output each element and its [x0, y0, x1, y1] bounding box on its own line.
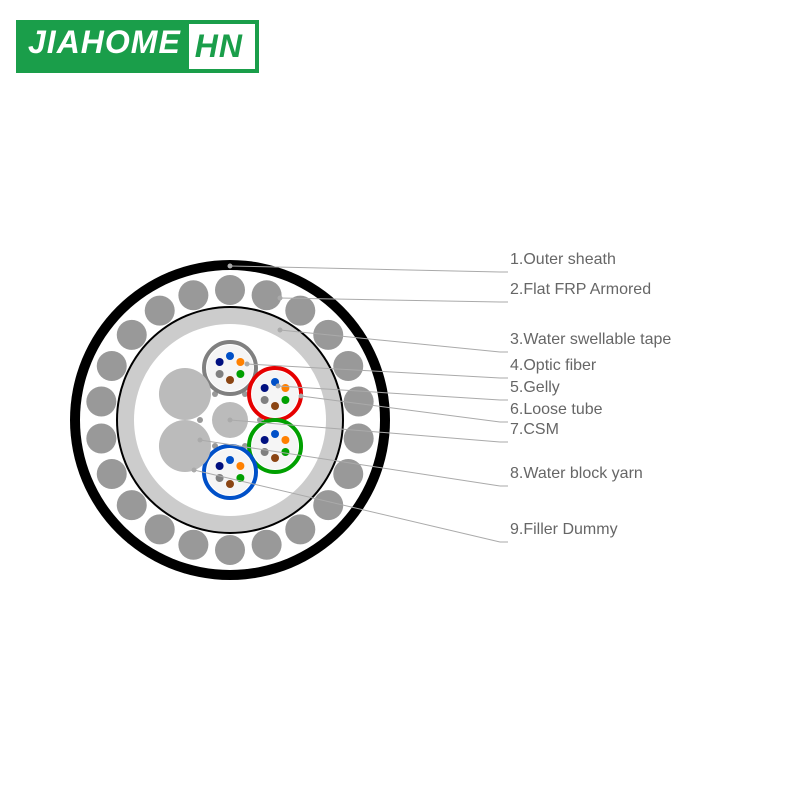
- component-label: 8.Water block yarn: [510, 465, 643, 482]
- frp-armor-rod: [97, 459, 127, 489]
- optic-fiber: [281, 436, 289, 444]
- component-label: 5.Gelly: [510, 379, 560, 396]
- component-label: 7.CSM: [510, 421, 559, 438]
- optic-fiber: [261, 384, 269, 392]
- component-label: 9.Filler Dummy: [510, 521, 618, 538]
- optic-fiber: [216, 358, 224, 366]
- gelly-fill: [207, 449, 253, 495]
- gelly-fill: [252, 423, 298, 469]
- frp-armor-rod: [252, 530, 282, 560]
- component-label: 1.Outer sheath: [510, 251, 616, 268]
- optic-fiber: [236, 370, 244, 378]
- frp-armor-rod: [215, 535, 245, 565]
- optic-fiber: [226, 456, 234, 464]
- optic-fiber: [261, 436, 269, 444]
- optic-fiber: [236, 462, 244, 470]
- frp-armor-rod: [215, 275, 245, 305]
- optic-fiber: [261, 396, 269, 404]
- frp-armor-rod: [252, 280, 282, 310]
- optic-fiber: [226, 376, 234, 384]
- optic-fiber: [236, 358, 244, 366]
- optic-fiber: [226, 480, 234, 488]
- filler-dummy: [159, 420, 211, 472]
- frp-armor-rod: [86, 424, 116, 454]
- filler-dummy: [159, 368, 211, 420]
- gelly-fill: [252, 371, 298, 417]
- optic-fiber: [226, 352, 234, 360]
- component-label: 6.Loose tube: [510, 401, 603, 418]
- optic-fiber: [216, 370, 224, 378]
- component-label: 3.Water swellable tape: [510, 331, 671, 348]
- frp-armor-rod: [178, 530, 208, 560]
- frp-armor-rod: [344, 424, 374, 454]
- frp-armor-rod: [117, 490, 147, 520]
- frp-armor-rod: [145, 514, 175, 544]
- cable-cross-section-diagram: 1.Outer sheath 2.Flat FRP Armored 3.Water …: [0, 0, 800, 800]
- frp-armor-rod: [285, 296, 315, 326]
- frp-armor-rod: [313, 490, 343, 520]
- frp-armor-rod: [285, 514, 315, 544]
- gelly-fill: [207, 345, 253, 391]
- optic-fiber: [281, 448, 289, 456]
- water-block-yarn: [197, 417, 203, 423]
- optic-fiber: [216, 462, 224, 470]
- component-label: 2.Flat FRP Armored: [510, 281, 651, 298]
- optic-fiber: [281, 384, 289, 392]
- frp-armor-rod: [333, 459, 363, 489]
- frp-armor-rod: [117, 320, 147, 350]
- component-label: 4.Optic fiber: [510, 357, 597, 374]
- optic-fiber: [271, 454, 279, 462]
- optic-fiber: [271, 402, 279, 410]
- optic-fiber: [271, 430, 279, 438]
- frp-armor-rod: [333, 351, 363, 381]
- optic-fiber: [281, 396, 289, 404]
- frp-armor-rod: [145, 296, 175, 326]
- frp-armor-rod: [86, 386, 116, 416]
- frp-armor-rod: [97, 351, 127, 381]
- frp-armor-rod: [178, 280, 208, 310]
